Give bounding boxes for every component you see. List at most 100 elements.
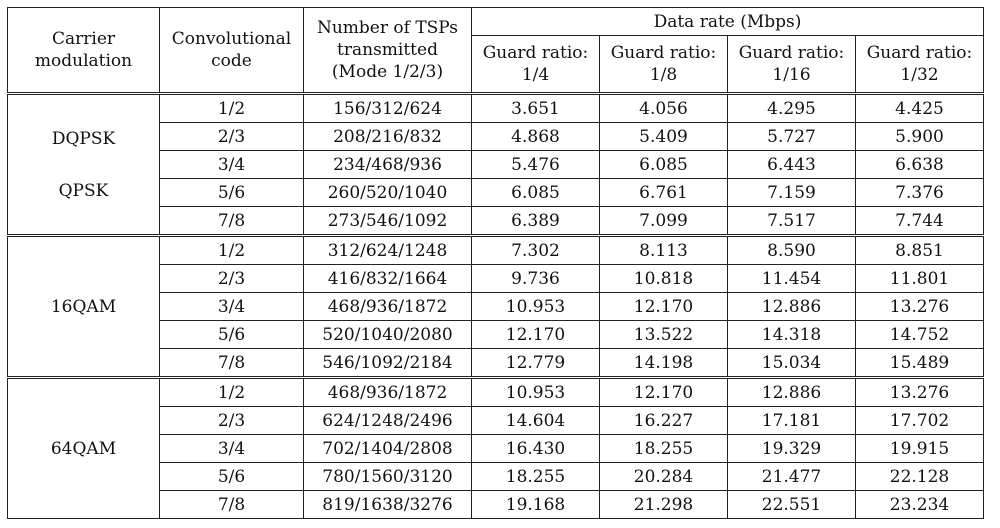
- code-cell: 3/4: [159, 434, 304, 463]
- rate-cell: 8.851: [855, 234, 984, 265]
- rate-cell: 19.915: [855, 434, 984, 463]
- header-data-rate: Data rate (Mbps): [471, 7, 984, 36]
- rate-cell: 21.477: [727, 462, 856, 491]
- modulation-cell-64qam: 64QAM: [7, 376, 160, 519]
- tsps-cell: 780/1560/3120: [303, 462, 472, 491]
- tsps-cell: 819/1638/3276: [303, 490, 472, 519]
- code-cell: 1/2: [159, 92, 304, 123]
- rate-cell: 4.056: [599, 92, 728, 123]
- table-row: 7/8 819/1638/3276 19.168 21.298 22.551 2…: [8, 490, 984, 519]
- rate-cell: 11.801: [855, 264, 984, 293]
- header-carrier-modulation: Carrier modulation: [7, 7, 160, 94]
- rate-cell: 19.329: [727, 434, 856, 463]
- code-cell: 7/8: [159, 490, 304, 519]
- rate-cell: 16.227: [599, 406, 728, 435]
- tsps-cell: 546/1092/2184: [303, 348, 472, 378]
- modulation-cell-dqpsk-qpsk: DQPSK QPSK: [7, 92, 160, 236]
- header-guard-ratio-1-32: Guard ratio: 1/32: [855, 35, 984, 94]
- rate-cell: 7.517: [727, 206, 856, 236]
- code-cell: 1/2: [159, 234, 304, 265]
- rate-cell: 10.953: [471, 376, 600, 407]
- code-cell: 2/3: [159, 264, 304, 293]
- tsps-cell: 260/520/1040: [303, 178, 472, 207]
- rate-cell: 13.522: [599, 320, 728, 349]
- rate-cell: 3.651: [471, 92, 600, 123]
- table-container: Carrier modulation Convolutional code Nu…: [7, 7, 984, 519]
- rate-cell: 6.085: [599, 150, 728, 179]
- code-cell: 5/6: [159, 178, 304, 207]
- tsps-cell: 312/624/1248: [303, 234, 472, 265]
- code-cell: 2/3: [159, 122, 304, 151]
- rate-cell: 12.779: [471, 348, 600, 378]
- rate-cell: 17.702: [855, 406, 984, 435]
- tsps-cell: 273/546/1092: [303, 206, 472, 236]
- rate-cell: 15.034: [727, 348, 856, 378]
- rate-cell: 22.551: [727, 490, 856, 519]
- rate-cell: 4.425: [855, 92, 984, 123]
- rate-cell: 13.276: [855, 376, 984, 407]
- rate-cell: 6.638: [855, 150, 984, 179]
- rate-cell: 20.284: [599, 462, 728, 491]
- data-rate-table: Carrier modulation Convolutional code Nu…: [7, 7, 984, 519]
- rate-cell: 18.255: [471, 462, 600, 491]
- rate-cell: 23.234: [855, 490, 984, 519]
- table-row: 7/8 273/546/1092 6.389 7.099 7.517 7.744: [8, 206, 984, 236]
- table-row: 3/4 234/468/936 5.476 6.085 6.443 6.638: [8, 150, 984, 179]
- code-cell: 7/8: [159, 348, 304, 378]
- rate-cell: 6.761: [599, 178, 728, 207]
- rate-cell: 9.736: [471, 264, 600, 293]
- rate-cell: 12.170: [599, 376, 728, 407]
- tsps-cell: 156/312/624: [303, 92, 472, 123]
- rate-cell: 5.409: [599, 122, 728, 151]
- rate-cell: 14.752: [855, 320, 984, 349]
- code-cell: 5/6: [159, 320, 304, 349]
- tsps-cell: 624/1248/2496: [303, 406, 472, 435]
- rate-cell: 5.476: [471, 150, 600, 179]
- code-cell: 1/2: [159, 376, 304, 407]
- rate-cell: 7.376: [855, 178, 984, 207]
- tsps-cell: 468/936/1872: [303, 376, 472, 407]
- header-number-of-tsps: Number of TSPs transmitted (Mode 1/2/3): [303, 7, 472, 94]
- rate-cell: 13.276: [855, 292, 984, 321]
- rate-cell: 12.886: [727, 292, 856, 321]
- rate-cell: 7.159: [727, 178, 856, 207]
- rate-cell: 6.443: [727, 150, 856, 179]
- tsps-cell: 468/936/1872: [303, 292, 472, 321]
- rate-cell: 5.727: [727, 122, 856, 151]
- modulation-cell-16qam: 16QAM: [7, 234, 160, 378]
- rate-cell: 6.085: [471, 178, 600, 207]
- rate-cell: 14.604: [471, 406, 600, 435]
- code-cell: 5/6: [159, 462, 304, 491]
- table-row: 7/8 546/1092/2184 12.779 14.198 15.034 1…: [8, 348, 984, 378]
- table-row: 2/3 208/216/832 4.868 5.409 5.727 5.900: [8, 122, 984, 151]
- tsps-cell: 234/468/936: [303, 150, 472, 179]
- tsps-cell: 416/832/1664: [303, 264, 472, 293]
- rate-cell: 22.128: [855, 462, 984, 491]
- rate-cell: 16.430: [471, 434, 600, 463]
- table-row: 2/3 624/1248/2496 14.604 16.227 17.181 1…: [8, 406, 984, 435]
- rate-cell: 7.099: [599, 206, 728, 236]
- rate-cell: 10.818: [599, 264, 728, 293]
- code-cell: 7/8: [159, 206, 304, 236]
- code-cell: 2/3: [159, 406, 304, 435]
- rate-cell: 12.170: [599, 292, 728, 321]
- rate-cell: 7.302: [471, 234, 600, 265]
- table-row: 3/4 702/1404/2808 16.430 18.255 19.329 1…: [8, 434, 984, 463]
- rate-cell: 4.295: [727, 92, 856, 123]
- header-guard-ratio-1-16: Guard ratio: 1/16: [727, 35, 856, 94]
- table-row: 5/6 780/1560/3120 18.255 20.284 21.477 2…: [8, 462, 984, 491]
- rate-cell: 4.868: [471, 122, 600, 151]
- rate-cell: 8.113: [599, 234, 728, 265]
- rate-cell: 12.886: [727, 376, 856, 407]
- table-row: 64QAM 1/2 468/936/1872 10.953 12.170 12.…: [7, 376, 984, 519]
- rate-cell: 8.590: [727, 234, 856, 265]
- rate-cell: 7.744: [855, 206, 984, 236]
- code-cell: 3/4: [159, 292, 304, 321]
- table-row: 16QAM 1/2 312/624/1248 7.302 8.113 8.590…: [7, 234, 984, 378]
- tsps-cell: 208/216/832: [303, 122, 472, 151]
- header-convolutional-code: Convolutional code: [159, 7, 304, 94]
- rate-cell: 17.181: [727, 406, 856, 435]
- code-cell: 3/4: [159, 150, 304, 179]
- table-row: 5/6 260/520/1040 6.085 6.761 7.159 7.376: [8, 178, 984, 207]
- table-row: 2/3 416/832/1664 9.736 10.818 11.454 11.…: [8, 264, 984, 293]
